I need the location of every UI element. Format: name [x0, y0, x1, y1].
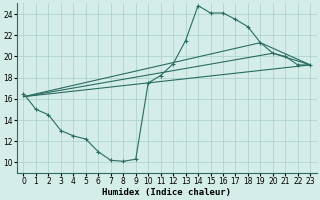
- X-axis label: Humidex (Indice chaleur): Humidex (Indice chaleur): [102, 188, 231, 197]
